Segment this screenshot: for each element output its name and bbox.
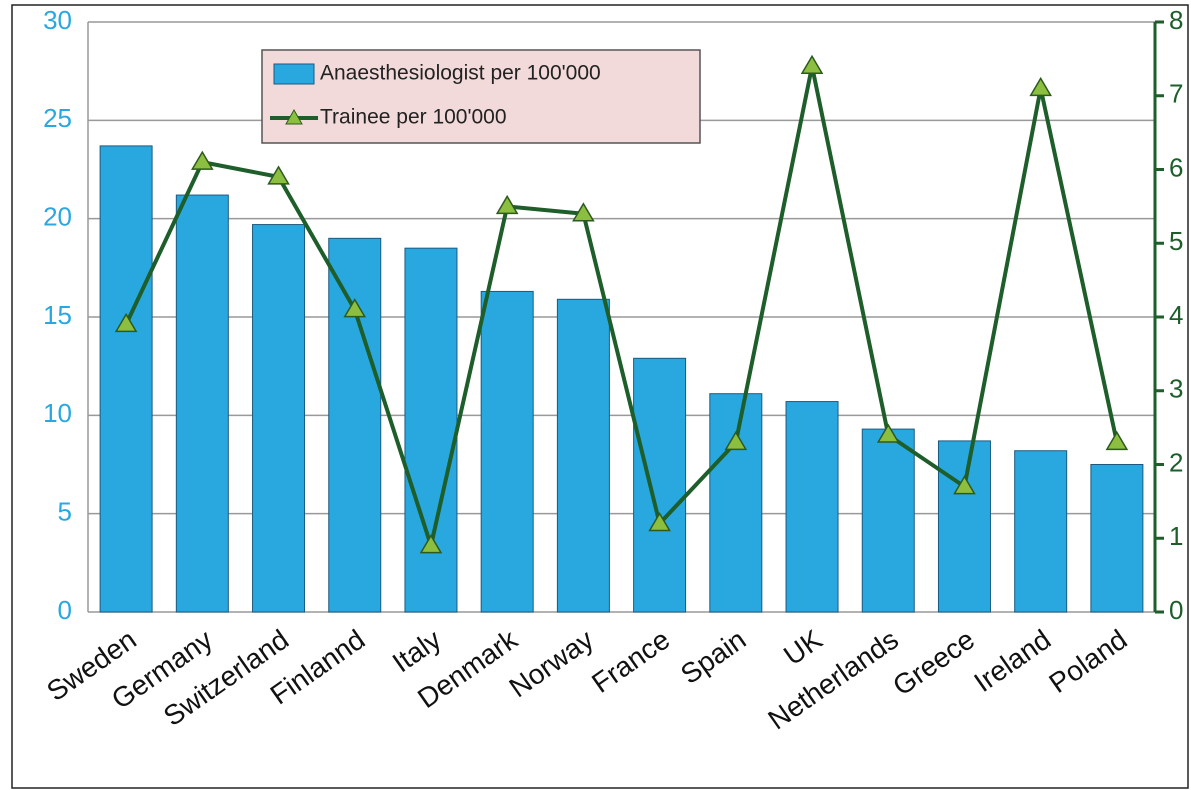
bar — [328, 237, 382, 613]
bar — [709, 393, 763, 613]
bar — [861, 428, 915, 613]
marker — [724, 430, 748, 451]
line — [124, 64, 1119, 548]
x-tick-label: Ireland — [968, 624, 1056, 699]
legend-marker — [285, 108, 303, 125]
marker — [876, 423, 900, 443]
x-tick-label: Greece — [887, 624, 980, 702]
marker — [1029, 76, 1052, 97]
y2-tick-label: 6 — [1169, 152, 1183, 182]
y-tick-label: 20 — [43, 202, 72, 232]
y2-tick-label: 7 — [1169, 79, 1183, 109]
bar — [1090, 464, 1144, 613]
marker — [495, 194, 519, 215]
y2-tick-label: 3 — [1169, 374, 1183, 404]
marker — [648, 512, 671, 532]
y2-tick-label: 5 — [1169, 226, 1183, 256]
marker — [114, 312, 138, 333]
bar — [633, 357, 687, 613]
legend-box — [261, 49, 701, 144]
bar — [1014, 450, 1068, 613]
y2-tick-label: 0 — [1169, 595, 1183, 625]
y-tick-label: 5 — [58, 497, 72, 527]
marker — [191, 150, 214, 170]
x-tick-label: Spain — [675, 624, 751, 690]
y-tick-label: 25 — [43, 103, 72, 133]
bar — [556, 298, 610, 613]
x-tick-label: Netherlands — [762, 624, 903, 736]
marker — [343, 298, 367, 318]
legend-label: Anaesthesiologist per 100'000 — [320, 62, 601, 85]
bar — [252, 224, 306, 613]
marker — [800, 54, 824, 74]
y2-tick-label: 2 — [1169, 447, 1183, 477]
marker — [953, 475, 976, 495]
x-tick-label: Norway — [504, 624, 600, 704]
legend-swatch — [273, 63, 315, 85]
bar — [175, 194, 229, 613]
y-tick-label: 0 — [58, 595, 72, 625]
marker — [572, 202, 595, 222]
bar — [937, 440, 991, 613]
y2-tick-label: 8 — [1169, 5, 1183, 35]
y2-tick-label: 1 — [1169, 521, 1183, 551]
y-tick-label: 10 — [43, 398, 72, 428]
frame — [11, 4, 1189, 789]
marker — [267, 165, 290, 185]
bar — [99, 145, 153, 613]
y-tick-label: 15 — [43, 300, 72, 330]
bar — [785, 401, 839, 613]
bar — [404, 247, 458, 613]
bar — [480, 290, 534, 613]
x-tick-label: France — [586, 624, 675, 699]
marker — [1105, 430, 1129, 451]
y2-tick-label: 4 — [1169, 300, 1183, 330]
x-tick-label: Poland — [1043, 624, 1132, 699]
legend-label: Trainee per 100'000 — [320, 106, 507, 129]
y-tick-label: 30 — [43, 5, 72, 35]
x-tick-label: UK — [778, 623, 828, 671]
marker — [419, 534, 443, 554]
